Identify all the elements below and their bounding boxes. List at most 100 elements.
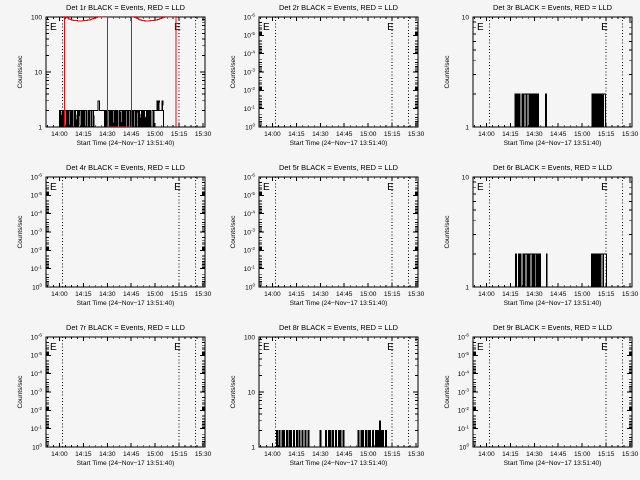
event-marker-label-right: E <box>174 22 181 33</box>
y-axis-label: Counts/sec <box>444 55 451 89</box>
events-trace <box>276 420 389 447</box>
x-tick-label: 15:15 <box>171 291 188 298</box>
x-tick-label: 15:15 <box>171 451 188 458</box>
x-tick-label: 14:30 <box>99 131 116 138</box>
x-tick-label: 14:00 <box>51 291 68 298</box>
plot-panel-3: Det 3r BLACK = Events, RED = LLD 14:00 14:… <box>426 0 640 160</box>
panel-title: Det 5r BLACK = Events, RED = LLD <box>279 163 398 172</box>
x-tick-label: 14:45 <box>550 131 567 138</box>
y-tick-label: 100 <box>244 334 255 341</box>
y-axis-label: Counts/sec <box>444 375 451 409</box>
x-tick-label: 15:15 <box>384 131 401 138</box>
panel-title: Det 9r BLACK = Events, RED = LLD <box>493 323 612 332</box>
event-marker-label-left: E <box>477 182 484 193</box>
event-marker-label-right: E <box>601 342 608 353</box>
y-tick-label: 10-5 <box>31 351 43 360</box>
x-tick-label: 14:00 <box>265 451 282 458</box>
y-axis-label: Counts/sec <box>17 55 24 89</box>
y-tick-label: 10 <box>461 14 469 21</box>
y-tick-label: 1 <box>38 124 42 131</box>
x-tick-label: 14:15 <box>75 131 92 138</box>
plot-panel-1: Det 1r BLACK = Events, RED = LLD 14:00 14:… <box>0 0 214 160</box>
y-tick-label: 10-2 <box>31 406 43 415</box>
y-tick-label: 100 <box>245 123 255 132</box>
y-tick-label: 10-4 <box>31 369 43 378</box>
x-tick-label: 14:30 <box>99 291 116 298</box>
y-tick-label: 10-2 <box>244 86 256 95</box>
plot-panel-7: Det 7r BLACK = Events, RED = LLD 14:00 14:… <box>0 320 214 480</box>
x-tick-label: 14:30 <box>526 131 543 138</box>
x-tick-label: 15:30 <box>408 131 425 138</box>
plot-panel-4: Det 4r BLACK = Events, RED = LLD 14:00 14:… <box>0 160 214 320</box>
x-tick-label: 14:00 <box>265 131 282 138</box>
y-tick-label: 10-4 <box>31 209 43 218</box>
y-tick-label: 10-2 <box>244 246 256 255</box>
x-tick-label: 15:30 <box>195 451 212 458</box>
x-axis-label: Start Time (24−Nov−17 13:51:40) <box>77 140 175 147</box>
y-tick-label: 10-5 <box>244 191 256 200</box>
x-tick-label: 14:15 <box>288 291 305 298</box>
y-tick-label: 10-1 <box>244 104 256 113</box>
panel-background <box>426 320 640 480</box>
x-tick-label: 15:00 <box>147 291 164 298</box>
y-tick-label: 10-6 <box>31 333 43 342</box>
x-axis-label: Start Time (24−Nov−17 13:51:40) <box>503 140 601 147</box>
event-marker-label-right: E <box>174 182 181 193</box>
x-tick-label: 14:15 <box>288 131 305 138</box>
y-tick-label: 10-5 <box>244 31 256 40</box>
x-tick-label: 14:30 <box>312 291 329 298</box>
event-marker-label-right: E <box>174 342 181 353</box>
x-axis-label: Start Time (24−Nov−17 13:51:40) <box>290 300 388 307</box>
y-tick-label: 10 <box>35 69 43 76</box>
x-tick-label: 14:00 <box>478 131 495 138</box>
y-axis-label: Counts/sec <box>230 215 237 249</box>
x-tick-label: 15:00 <box>574 451 591 458</box>
y-tick-label: 10-1 <box>31 264 43 273</box>
x-tick-label: 15:30 <box>622 291 639 298</box>
x-tick-label: 15:15 <box>384 291 401 298</box>
x-tick-label: 14:45 <box>550 291 567 298</box>
lld-trace <box>63 17 177 127</box>
x-tick-label: 14:00 <box>51 131 68 138</box>
y-axis-label: Counts/sec <box>17 215 24 249</box>
x-tick-label: 14:30 <box>526 451 543 458</box>
x-tick-label: 15:00 <box>360 291 377 298</box>
x-tick-label: 14:45 <box>550 451 567 458</box>
y-axis-label: Counts/sec <box>230 375 237 409</box>
plot-panel-9: Det 9r BLACK = Events, RED = LLD 14:00 14:… <box>426 320 640 480</box>
y-tick-label: 10-1 <box>244 264 256 273</box>
x-tick-label: 14:45 <box>336 291 353 298</box>
y-tick-label: 10-3 <box>244 68 256 77</box>
data-layer <box>514 253 607 287</box>
x-tick-label: 15:30 <box>195 131 212 138</box>
x-tick-label: 15:15 <box>598 131 615 138</box>
x-tick-label: 14:45 <box>336 131 353 138</box>
panel-title: Det 2r BLACK = Events, RED = LLD <box>279 3 398 12</box>
event-marker-label-left: E <box>50 182 57 193</box>
plot-panel-6: Det 6r BLACK = Events, RED = LLD 14:00 14:… <box>426 160 640 320</box>
x-tick-label: 14:30 <box>312 451 329 458</box>
panel-title: Det 4r BLACK = Events, RED = LLD <box>66 163 185 172</box>
panel-title: Det 7r BLACK = Events, RED = LLD <box>66 323 185 332</box>
x-tick-label: 14:45 <box>336 451 353 458</box>
x-tick-label: 14:45 <box>123 291 140 298</box>
event-marker-label-right: E <box>601 182 608 193</box>
y-tick-label: 10-3 <box>457 388 469 397</box>
event-marker-label-right: E <box>387 22 394 33</box>
event-marker-label-left: E <box>50 22 57 33</box>
y-tick-label: 10 <box>461 174 469 181</box>
x-tick-label: 15:30 <box>195 291 212 298</box>
y-tick-label: 10-2 <box>457 406 469 415</box>
y-tick-label: 1 <box>252 444 256 451</box>
event-marker-label-left: E <box>50 342 57 353</box>
y-tick-label: 10-3 <box>244 228 256 237</box>
event-marker-label-left: E <box>477 342 484 353</box>
event-marker-label-right: E <box>387 342 394 353</box>
y-tick-label: 10-5 <box>457 351 469 360</box>
x-tick-label: 15:00 <box>360 451 377 458</box>
panel-background <box>213 0 427 160</box>
x-tick-label: 14:00 <box>478 451 495 458</box>
plot-panel-5: Det 5r BLACK = Events, RED = LLD 14:00 14:… <box>213 160 427 320</box>
y-tick-label: 10 <box>248 389 256 396</box>
